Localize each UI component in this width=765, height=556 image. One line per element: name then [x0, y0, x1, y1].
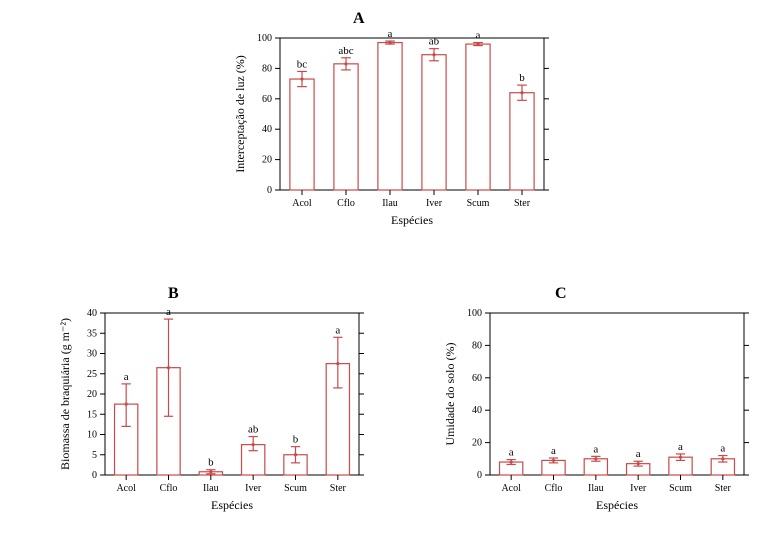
y-tick-label: 20 — [87, 389, 97, 400]
error-center — [637, 462, 640, 465]
error-center — [209, 470, 212, 473]
x-tick-label: Ster — [715, 483, 732, 494]
panel-label-a: A — [353, 10, 365, 28]
y-tick-label: 25 — [87, 369, 97, 380]
plot-frame — [280, 38, 544, 190]
error-center — [125, 403, 128, 406]
significance-label: a — [593, 443, 598, 455]
y-tick-label: 60 — [262, 94, 272, 105]
plot-frame — [490, 313, 744, 475]
significance-label: a — [720, 443, 725, 455]
significance-label: a — [124, 371, 129, 383]
error-center — [721, 457, 724, 460]
error-center — [679, 456, 682, 459]
x-tick-label: Ster — [330, 483, 347, 494]
bar — [510, 93, 534, 190]
y-tick-label: 10 — [87, 430, 97, 441]
x-axis-label: Espécies — [211, 498, 253, 512]
chart-c: 0 20 40 60 80 100 a Acol a Cflo a Ilau a Iver a Scum a St… — [440, 305, 750, 515]
error-center — [388, 41, 391, 44]
significance-label: ab — [248, 424, 259, 436]
x-axis-label: Espécies — [391, 213, 433, 227]
y-tick-label: 0 — [92, 470, 97, 481]
y-tick-label: 80 — [262, 63, 272, 74]
error-center — [476, 42, 479, 45]
y-tick-label: 35 — [87, 328, 97, 339]
significance-label: a — [678, 441, 683, 453]
y-tick-label: 20 — [472, 438, 482, 449]
significance-label: bc — [297, 58, 308, 70]
significance-label: a — [509, 447, 514, 459]
y-tick-label: 100 — [257, 33, 272, 44]
figure-container: A B C 020406080100bcAcolabcCfloaIlauabIv… — [10, 10, 755, 546]
panel-label-c: C — [555, 285, 567, 303]
panel-label-b: B — [168, 285, 179, 303]
bar — [422, 55, 446, 190]
bar — [334, 64, 358, 190]
x-tick-label: Iver — [426, 198, 443, 209]
error-center — [520, 91, 523, 94]
y-tick-label: 0 — [477, 470, 482, 481]
y-tick-label: 15 — [87, 409, 97, 420]
x-tick-label: Iver — [245, 483, 262, 494]
x-tick-label: Scum — [467, 198, 490, 209]
error-center — [294, 453, 297, 456]
y-tick-label: 5 — [92, 450, 97, 461]
y-tick-label: 20 — [262, 155, 272, 166]
y-axis-label: Interceptação de luz (%) — [233, 55, 247, 173]
x-tick-label: Cflo — [160, 483, 178, 494]
significance-label: ab — [429, 36, 440, 48]
x-tick-label: Ster — [514, 198, 531, 209]
x-tick-label: Ilau — [588, 483, 604, 494]
bar — [378, 43, 402, 190]
error-center — [344, 62, 347, 65]
error-center — [432, 53, 435, 56]
significance-label: a — [476, 30, 481, 42]
y-tick-label: 40 — [87, 308, 97, 319]
error-center — [167, 366, 170, 369]
x-tick-label: Scum — [669, 483, 692, 494]
bar — [466, 44, 490, 190]
x-tick-label: Ilau — [382, 198, 398, 209]
y-tick-label: 60 — [472, 373, 482, 384]
chart-a: 0 20 40 60 80 100 bc Acol abc Cflo a Ilau ab Iver a Scu… — [230, 30, 550, 230]
chart-b: 0 5 10 15 20 25 30 35 40 a Acol a Cflo b Ilau ab Iver b Sc… — [55, 305, 365, 515]
error-center — [252, 443, 255, 446]
x-tick-label: Iver — [630, 483, 647, 494]
bar — [290, 79, 314, 190]
y-axis-label: Biomassa de braquiária (g m⁻²) — [58, 318, 72, 470]
error-center — [336, 362, 339, 365]
error-center — [552, 459, 555, 462]
x-tick-label: Cflo — [337, 198, 355, 209]
significance-label: b — [519, 72, 525, 84]
significance-label: b — [293, 434, 299, 446]
x-tick-label: Acol — [292, 198, 312, 209]
error-center — [594, 457, 597, 460]
significance-label: a — [551, 445, 556, 457]
significance-label: a — [388, 30, 393, 40]
significance-label: abc — [338, 45, 353, 57]
y-axis-label: Umidade do solo (%) — [443, 343, 457, 446]
error-center — [300, 77, 303, 80]
x-tick-label: Cflo — [545, 483, 563, 494]
significance-label: a — [335, 324, 340, 336]
error-center — [510, 460, 513, 463]
y-tick-label: 0 — [267, 185, 272, 196]
x-tick-label: Acol — [501, 483, 521, 494]
significance-label: b — [208, 457, 214, 469]
significance-label: a — [636, 448, 641, 460]
x-tick-label: Scum — [284, 483, 307, 494]
plot-frame — [105, 313, 359, 475]
y-tick-label: 40 — [472, 405, 482, 416]
y-tick-label: 40 — [262, 124, 272, 135]
x-tick-label: Acol — [116, 483, 136, 494]
y-tick-label: 100 — [467, 308, 482, 319]
significance-label: a — [166, 306, 171, 318]
y-tick-label: 80 — [472, 340, 482, 351]
x-axis-label: Espécies — [596, 498, 638, 512]
x-tick-label: Ilau — [203, 483, 219, 494]
y-tick-label: 30 — [87, 349, 97, 360]
